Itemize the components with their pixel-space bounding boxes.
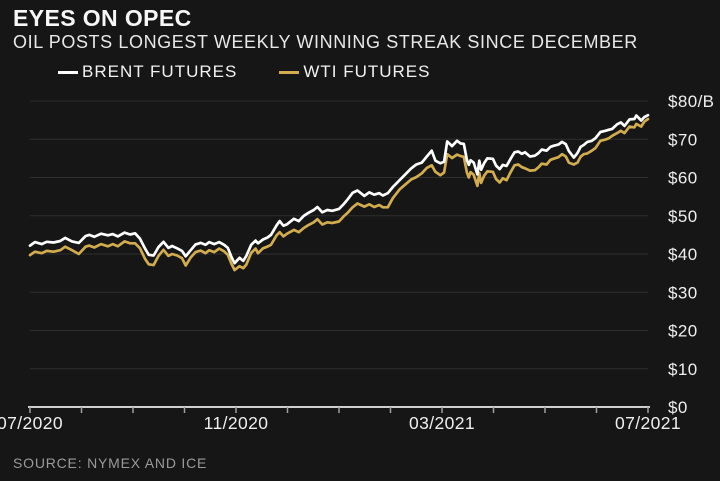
legend-label-wti: WTI FUTURES [303, 62, 431, 81]
legend-label-brent: BRENT FUTURES [82, 62, 238, 81]
legend-item-brent: BRENT FUTURES [58, 62, 237, 82]
x-axis-label: 07/2020 [0, 413, 63, 433]
y-axis-label: $70 [668, 130, 698, 149]
x-axis-label: 11/2020 [204, 413, 269, 433]
x-axis-label: 03/2021 [409, 413, 475, 433]
y-axis-label: $50 [668, 207, 698, 226]
page-title: EYES ON OPEC [13, 5, 192, 31]
brent-line-swatch-icon [58, 70, 78, 74]
page-subtitle: OIL POSTS LONGEST WEEKLY WINNING STREAK … [13, 32, 638, 52]
source-note: SOURCE: NYMEX AND ICE [13, 455, 208, 471]
x-axis-label: 07/2021 [615, 413, 681, 433]
y-axis-label: $10 [668, 360, 698, 379]
y-axis-label: $40 [668, 245, 698, 264]
wti-line [28, 117, 650, 272]
legend-item-wti: WTI FUTURES [279, 62, 430, 82]
legend: BRENT FUTURES WTI FUTURES [58, 62, 472, 82]
y-axis-label: $60 [668, 169, 698, 188]
brent-line [28, 113, 650, 265]
wti-line-swatch-icon [279, 70, 300, 74]
y-axis-label: $20 [668, 322, 698, 341]
y-axis-label: $80/B [668, 92, 714, 111]
y-axis-label: $0 [668, 398, 688, 417]
y-axis-label: $30 [668, 283, 698, 302]
